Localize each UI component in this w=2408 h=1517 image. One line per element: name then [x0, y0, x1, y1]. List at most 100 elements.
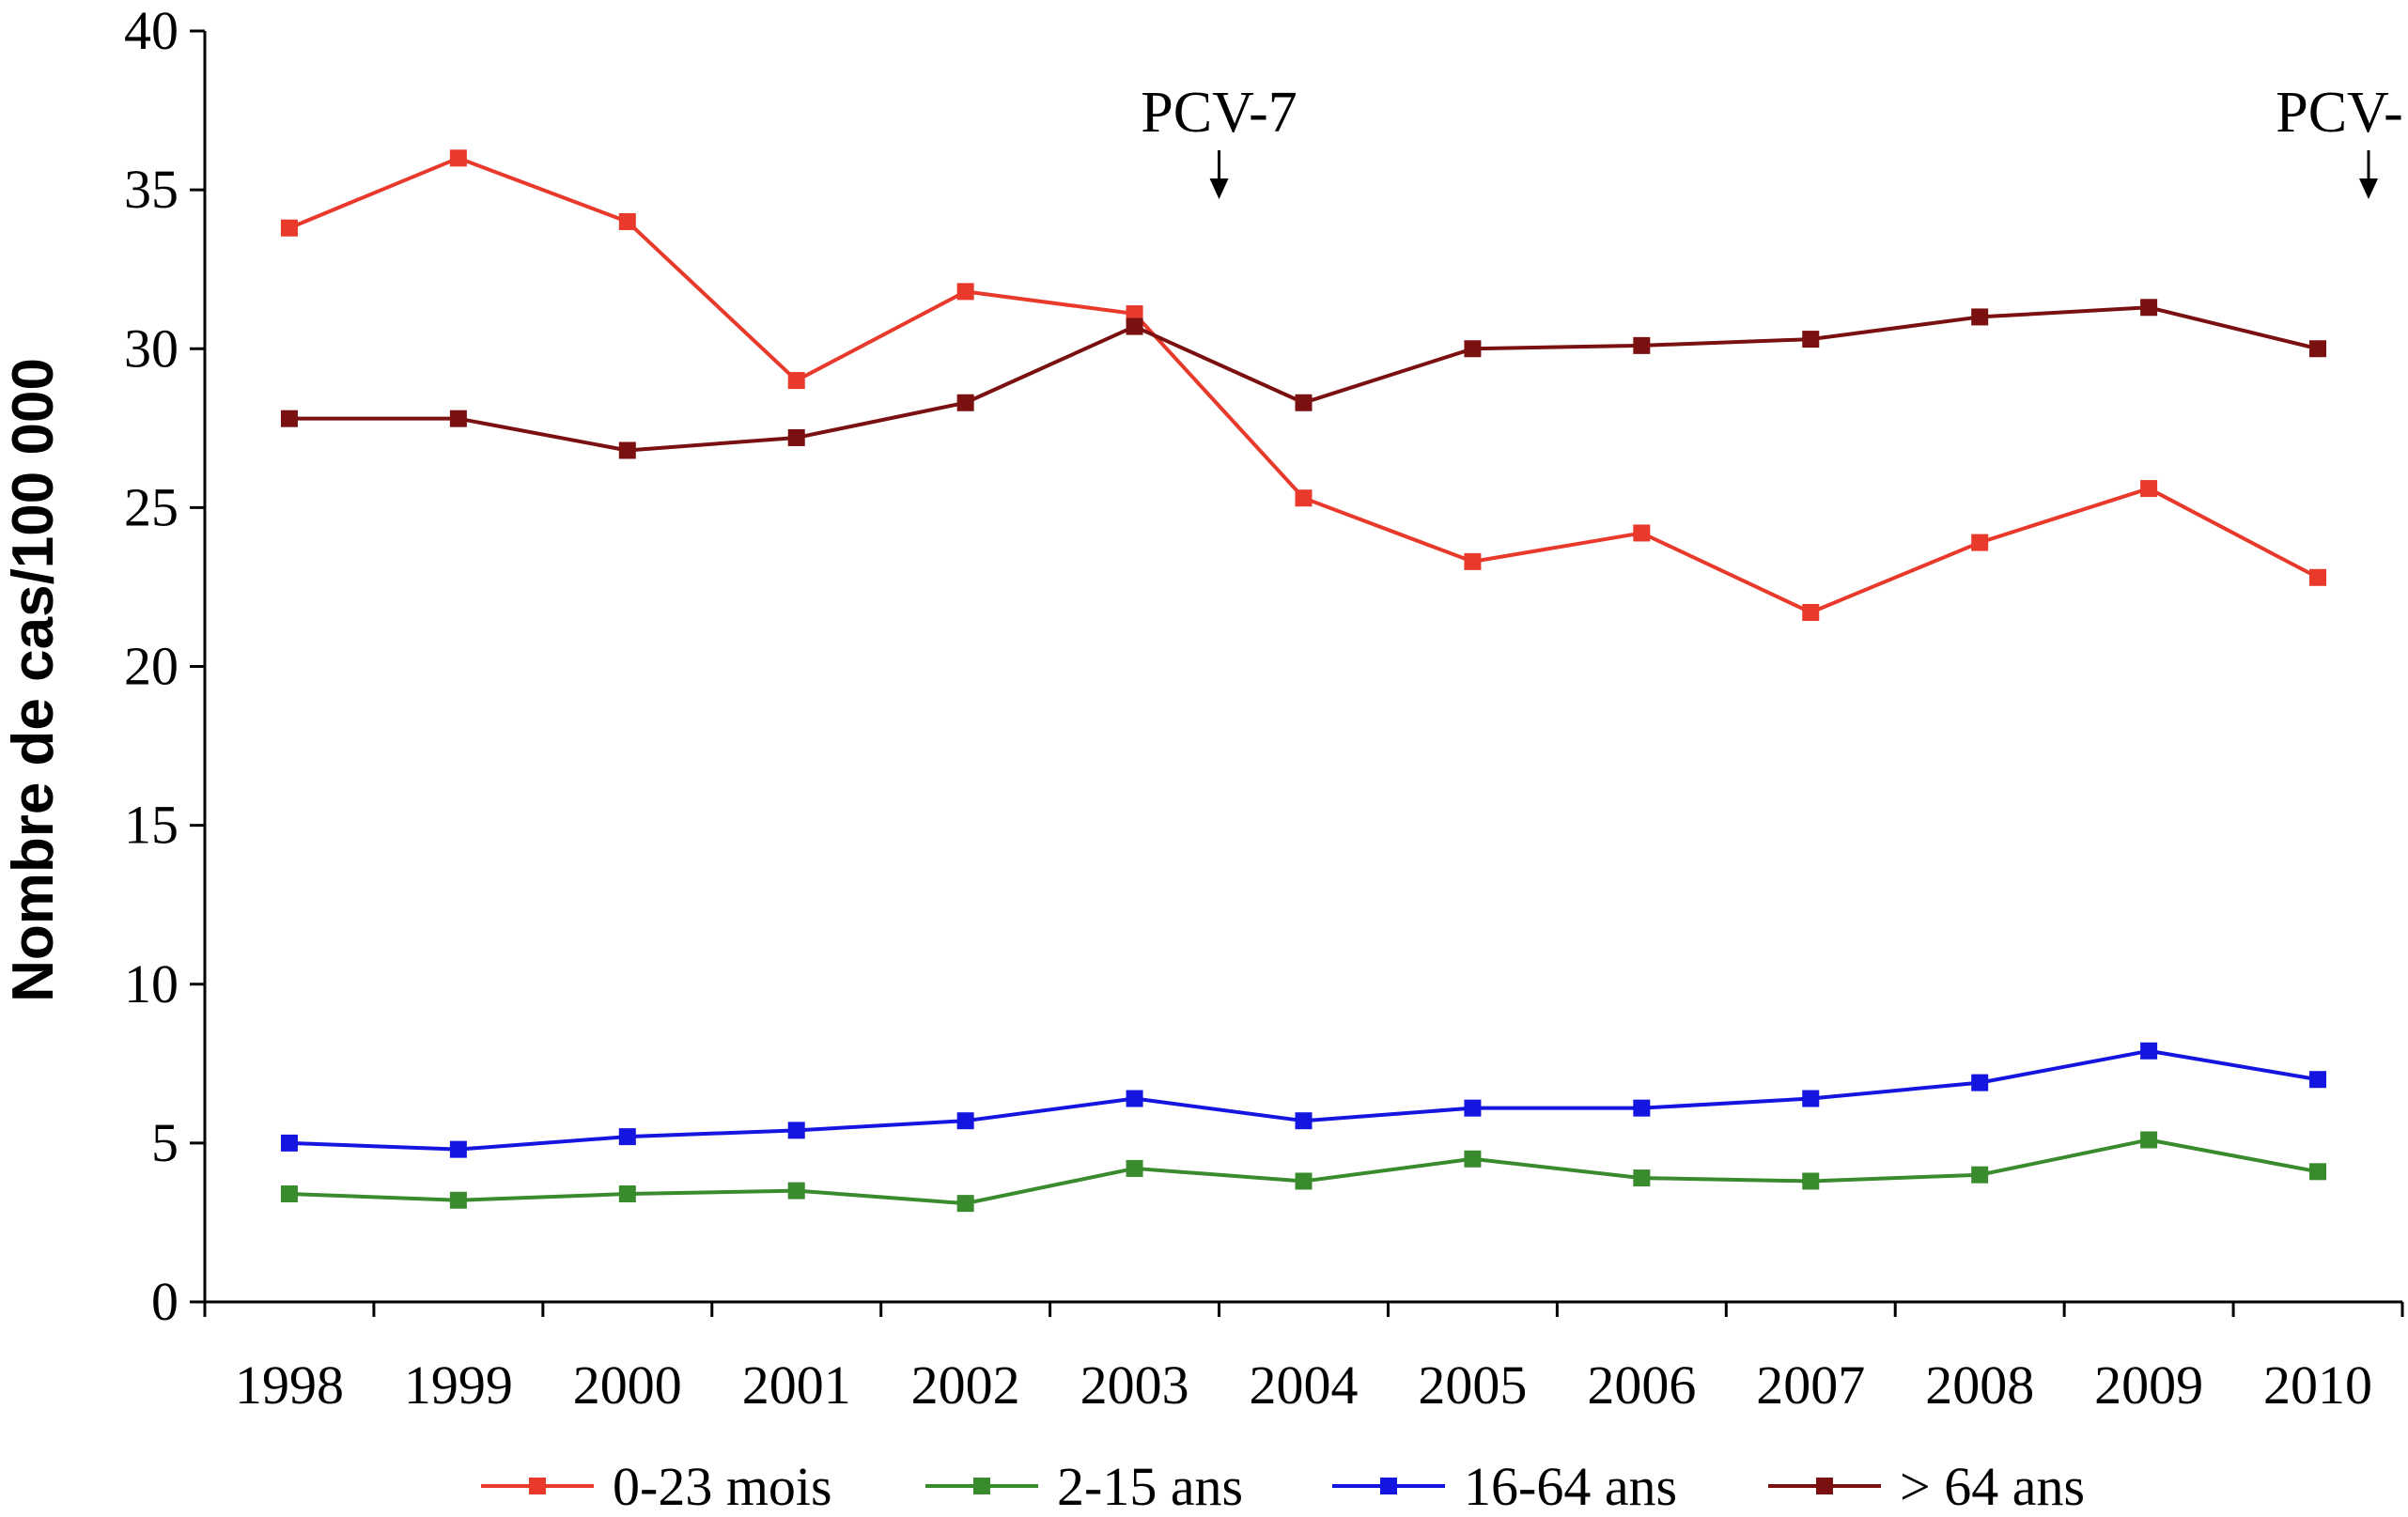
data-point: [618, 212, 636, 230]
data-point: [1295, 394, 1313, 411]
data-point: [956, 1112, 974, 1130]
data-point: [449, 410, 467, 427]
data-point: [2309, 340, 2327, 358]
data-point: [280, 1184, 298, 1202]
legend: 0-23 mois 2-15 ans 16-64 ans > 64 ans: [481, 1456, 2085, 1517]
data-point: [2309, 568, 2327, 586]
data-point: [956, 283, 974, 301]
down-arrow-icon: [2359, 178, 2379, 199]
data-point: [1464, 1099, 1482, 1117]
data-point: [2140, 1042, 2158, 1060]
y-tick-label: 30: [124, 317, 179, 379]
legend-item: 0-23 mois: [481, 1456, 832, 1517]
legend-item: 2-15 ans: [925, 1456, 1243, 1517]
x-tick-label: 2010: [2263, 1354, 2372, 1416]
series-16-64-ans: [280, 1042, 2327, 1158]
legend-swatch-marker: [1816, 1478, 1833, 1494]
series-64-ans: [280, 299, 2327, 459]
x-tick-label: 1998: [235, 1354, 344, 1416]
data-point: [1464, 1150, 1482, 1168]
data-point: [1802, 1090, 1820, 1107]
x-tick-label: 2005: [1418, 1354, 1527, 1416]
legend-swatch-marker: [973, 1478, 990, 1494]
data-point: [956, 394, 974, 411]
legend-swatch-marker: [529, 1478, 546, 1494]
data-point: [1802, 603, 1820, 621]
y-tick-label: 40: [124, 0, 179, 61]
series-line: [288, 1048, 2319, 1152]
down-arrow-icon: [1209, 178, 1229, 199]
y-tick-label: 0: [151, 1271, 179, 1332]
data-point: [618, 1128, 636, 1146]
data-point: [2309, 1071, 2327, 1089]
x-tick-label: 2001: [742, 1354, 851, 1416]
annotation: PCV-13: [2276, 81, 2408, 199]
data-point: [449, 1140, 467, 1158]
data-point: [1295, 1172, 1313, 1190]
y-tick-label: 25: [124, 476, 179, 537]
data-point: [787, 1182, 805, 1200]
series-group: [280, 149, 2327, 1213]
data-point: [2140, 480, 2158, 498]
data-point: [449, 1191, 467, 1209]
data-point: [1126, 305, 1143, 323]
y-tick-label: 35: [124, 159, 179, 220]
x-tick-label: 2002: [911, 1354, 1020, 1416]
legend-label: 16-64 ans: [1464, 1456, 1677, 1512]
annotation-label: PCV-13: [2276, 81, 2408, 145]
x-tick-label: 2004: [1250, 1354, 1359, 1416]
data-point: [1802, 1172, 1820, 1190]
legend-label: > 64 ans: [1900, 1456, 2085, 1512]
data-point: [1971, 1074, 1989, 1091]
data-point: [1971, 534, 1989, 551]
annotation-label: PCV-7: [1141, 81, 1297, 145]
data-point: [1126, 317, 1143, 335]
data-point: [1633, 524, 1651, 542]
series-2-15-ans: [280, 1131, 2327, 1213]
y-tick-label: 15: [124, 795, 179, 856]
data-point: [1633, 1099, 1651, 1117]
data-point: [2140, 299, 2158, 317]
legend-swatch-marker: [1380, 1478, 1397, 1494]
x-tick-label: 1999: [404, 1354, 513, 1416]
x-axis-ticks: 1998 1999 2000 2001 2002 2003 2004 2005 2006 2007…: [203, 1302, 2404, 1416]
x-tick-label: 2000: [573, 1354, 682, 1416]
series-0-23-mois: [280, 149, 2327, 621]
legend-item: 16-64 ans: [1332, 1456, 1677, 1517]
annotation: PCV-7: [1141, 81, 1297, 199]
data-point: [1464, 340, 1482, 358]
series-line: [288, 1138, 2319, 1206]
x-tick-label: 2007: [1756, 1354, 1865, 1416]
x-tick-label: 2006: [1587, 1354, 1696, 1416]
legend-item: > 64 ans: [1768, 1456, 2085, 1517]
data-point: [1971, 1166, 1989, 1184]
data-point: [1633, 1169, 1651, 1187]
y-tick-label: 5: [151, 1112, 179, 1173]
y-tick-label: 10: [124, 953, 179, 1014]
data-point: [618, 441, 636, 459]
data-point: [787, 1122, 805, 1139]
data-point: [1971, 308, 1989, 326]
data-point: [2309, 1163, 2327, 1181]
data-point: [280, 1134, 298, 1152]
y-tick-label: 20: [124, 636, 179, 697]
y-axis-label: Nombre de cas/100 000: [1, 358, 66, 1002]
data-point: [618, 1184, 636, 1202]
y-axis-ticks: 0 5 10 15 20 25 30 35 40: [124, 0, 205, 1332]
x-tick-label: 2003: [1080, 1354, 1189, 1416]
data-point: [787, 372, 805, 390]
data-point: [280, 410, 298, 427]
data-point: [1295, 489, 1313, 507]
x-tick-label: 2008: [1925, 1354, 2034, 1416]
legend-label: 0-23 mois: [613, 1456, 832, 1512]
data-point: [1295, 1112, 1313, 1130]
data-point: [2140, 1131, 2158, 1149]
data-point: [1126, 1090, 1143, 1107]
legend-label: 2-15 ans: [1057, 1456, 1243, 1512]
annotations: PCV-7 PCV-13: [1141, 81, 2408, 199]
x-tick-label: 2009: [2094, 1354, 2203, 1416]
axes: [203, 31, 2402, 1304]
data-point: [1126, 1159, 1143, 1177]
